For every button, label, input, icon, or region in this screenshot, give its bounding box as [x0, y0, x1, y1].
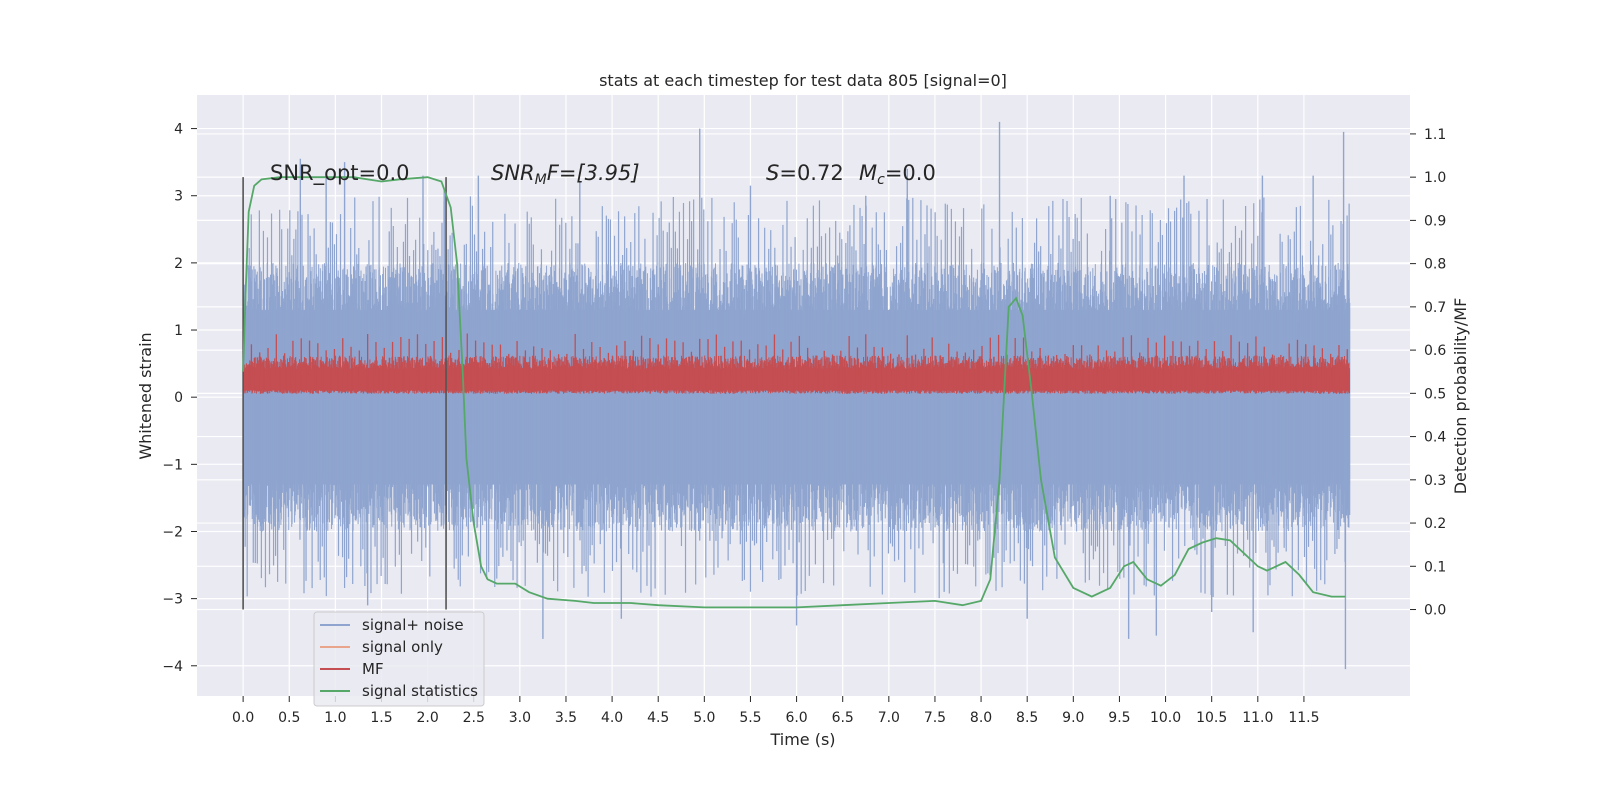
signal-noise-series: [242, 121, 1351, 670]
mf-series: [242, 333, 1351, 394]
